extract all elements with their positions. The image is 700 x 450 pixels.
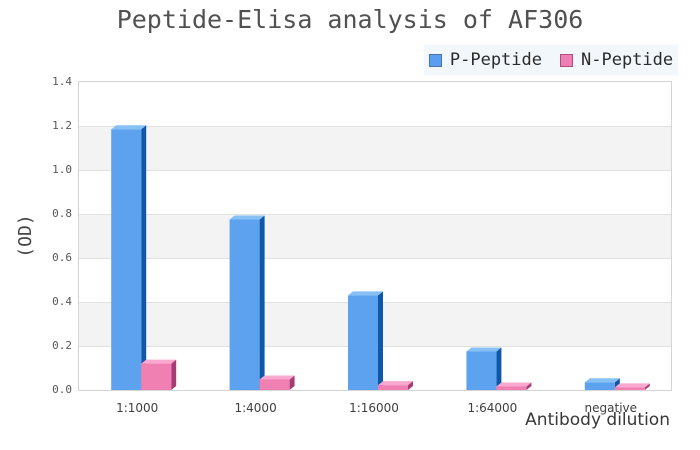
bar-n-peptide-negative [614,387,645,390]
bar-n-peptide-1:64000-side [526,382,532,390]
bar-n-peptide-1:4000-top [259,375,295,380]
legend-swatch-icon [428,53,442,67]
y-tick-0.0: 0.0 [52,383,72,396]
legend-item-p-peptide: P-Peptide [428,50,542,70]
bar-p-peptide-1:1000-top [111,125,147,130]
y-tick-0.6: 0.6 [52,251,72,264]
y-tick-0.2: 0.2 [52,339,72,352]
x-tick-1:64000: 1:64000 [467,401,518,415]
y-axis-label: (OD) [15,214,36,258]
bar-n-peptide-1:1000 [141,363,172,390]
bar-p-peptide-1:64000-side [496,347,502,390]
bar-n-peptide-1:64000 [496,386,527,390]
bar-n-peptide-1:4000-side [289,375,295,390]
bar-n-peptide-1:1000-side [171,359,177,390]
legend-label: P-Peptide [449,50,542,70]
y-tick-0.4: 0.4 [52,295,72,308]
bar-n-peptide-1:4000 [259,379,290,390]
legend-item-n-peptide: N-Peptide [560,50,673,70]
grid-band [79,126,671,170]
bar-p-peptide-1:4000-side [259,215,265,390]
x-tick-1:16000: 1:16000 [349,401,399,415]
grid-band [79,170,671,214]
bar-p-peptide-negative [584,382,615,390]
bar-n-peptide-1:16000 [378,385,408,390]
bar-n-peptide-1:16000-side [408,381,413,390]
bar-n-peptide-negative-top [614,383,650,388]
legend: P-Peptide N-Peptide [424,45,678,75]
bar-p-peptide-1:16000 [348,295,378,390]
grid-band [79,214,671,258]
y-tick-0.8: 0.8 [52,207,72,220]
bar-n-peptide-negative-side [644,383,650,390]
chart-title: Peptide-Elisa analysis of AF306 [116,5,584,34]
bar-p-peptide-1:4000 [229,219,260,390]
legend-label: N-Peptide [581,50,674,70]
x-tick-1:4000: 1:4000 [234,401,277,415]
x-tick-negative: negative [584,401,638,415]
bar-p-peptide-1:64000 [466,351,497,390]
bar-p-peptide-1:16000-top [348,291,383,296]
grid-band [79,82,671,126]
plot-area [78,81,672,391]
bar-n-peptide-1:16000-top [378,381,413,386]
bar-n-peptide-1:64000-top [496,382,532,387]
bar-p-peptide-1:64000-top [466,347,502,352]
x-tick-1:1000: 1:1000 [116,401,159,415]
legend-swatch-icon [560,53,573,67]
plot-svg [79,82,671,390]
y-tick-1.4: 1.4 [52,75,72,88]
x-axis-label: Antibody dilution [525,410,670,430]
bar-p-peptide-1:1000 [111,129,142,390]
y-tick-1.2: 1.2 [52,119,72,132]
bar-p-peptide-1:16000-side [378,291,383,390]
bar-p-peptide-1:4000-top [229,215,265,220]
bar-n-peptide-1:1000-top [141,359,177,364]
bar-p-peptide-1:1000-side [141,125,147,390]
bar-p-peptide-negative-top [584,378,620,383]
y-tick-1.0: 1.0 [52,163,72,176]
